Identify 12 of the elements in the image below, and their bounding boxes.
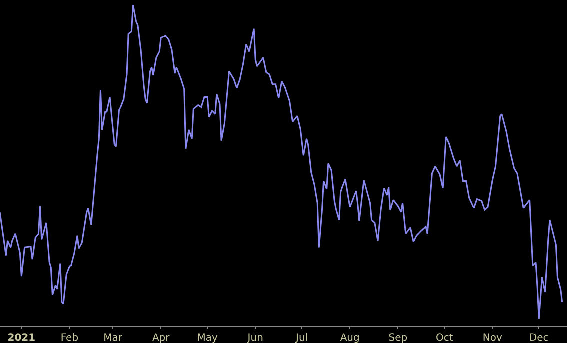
- x-tick-label: Mar: [104, 333, 124, 343]
- x-tick-label: Jun: [246, 333, 264, 343]
- x-tick-label: Aug: [340, 333, 360, 343]
- x-tick-label: May: [197, 333, 218, 343]
- x-tick-label: Nov: [482, 333, 502, 343]
- x-tick-label: Jul: [295, 333, 308, 343]
- x-tick-label: Oct: [436, 333, 454, 343]
- x-tick-label: Dec: [529, 333, 549, 343]
- x-tick-label: Sep: [388, 333, 408, 343]
- x-tick-label: 2021: [8, 333, 36, 343]
- x-tick-label: Apr: [152, 333, 171, 343]
- x-tick-label: Feb: [60, 333, 79, 343]
